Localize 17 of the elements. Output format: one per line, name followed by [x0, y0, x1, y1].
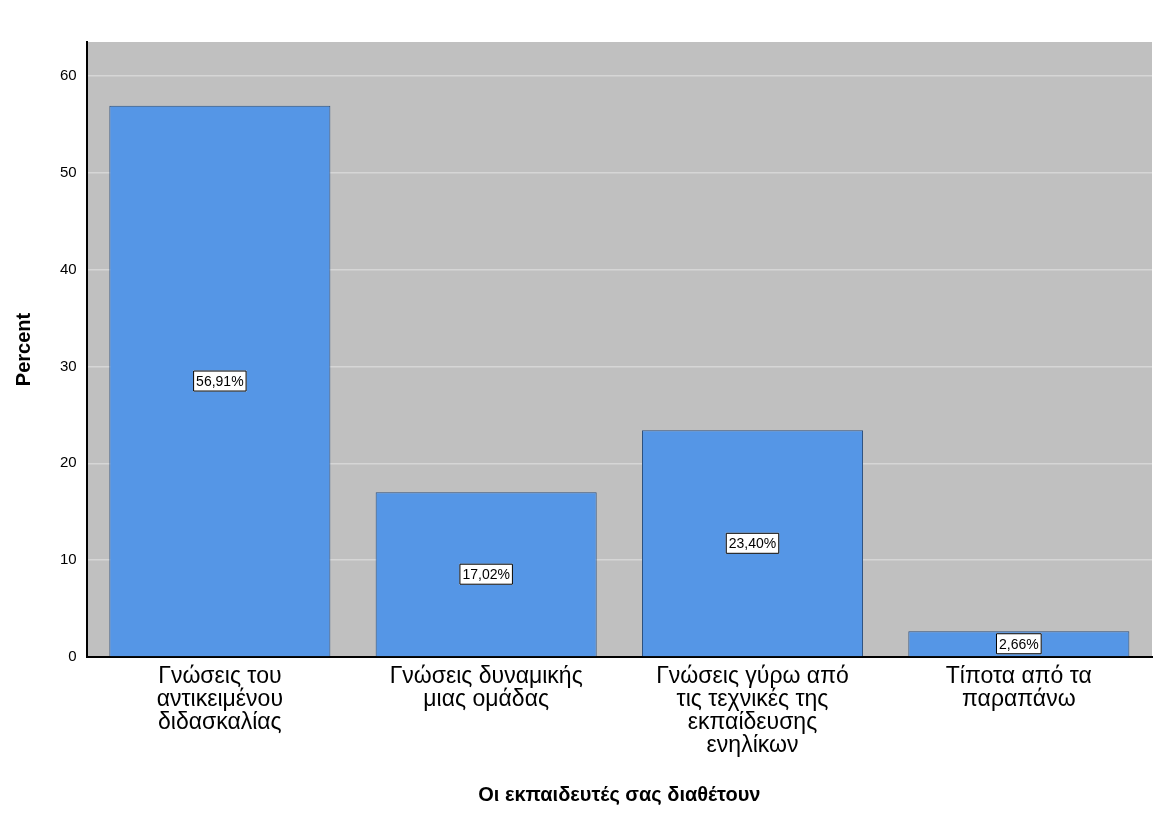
y-axis-title: Percent — [11, 312, 34, 387]
x-tick-label: Γνώσεις γύρω από τις τεχνικές της εκπαίδευσης ενηλίκων — [656, 661, 849, 757]
y-tick-label: 40 — [60, 259, 77, 277]
data-label: 23,40% — [728, 535, 777, 552]
y-tick-label: 30 — [60, 356, 77, 374]
data-label: 2,66% — [998, 635, 1039, 652]
y-tick-label: 0 — [68, 647, 77, 665]
y-tick-label: 10 — [60, 550, 77, 568]
x-tick-label: Γνώσεις του αντικειμένου διδασκαλίας — [156, 661, 283, 734]
x-tick-label: Γνώσεις δυναμικής μιας ομάδας — [389, 661, 583, 711]
y-tick-label: 50 — [60, 162, 77, 180]
data-label: 56,91% — [196, 372, 244, 389]
x-axis-title: Οι εκπαιδευτές σας διαθέτουν — [478, 782, 761, 805]
y-tick-label: 20 — [60, 453, 77, 471]
y-tick-label: 60 — [60, 66, 77, 84]
x-tick-label: Τίποτα από τα παραπάνω — [945, 661, 1092, 711]
data-label: 17,02% — [462, 566, 510, 583]
